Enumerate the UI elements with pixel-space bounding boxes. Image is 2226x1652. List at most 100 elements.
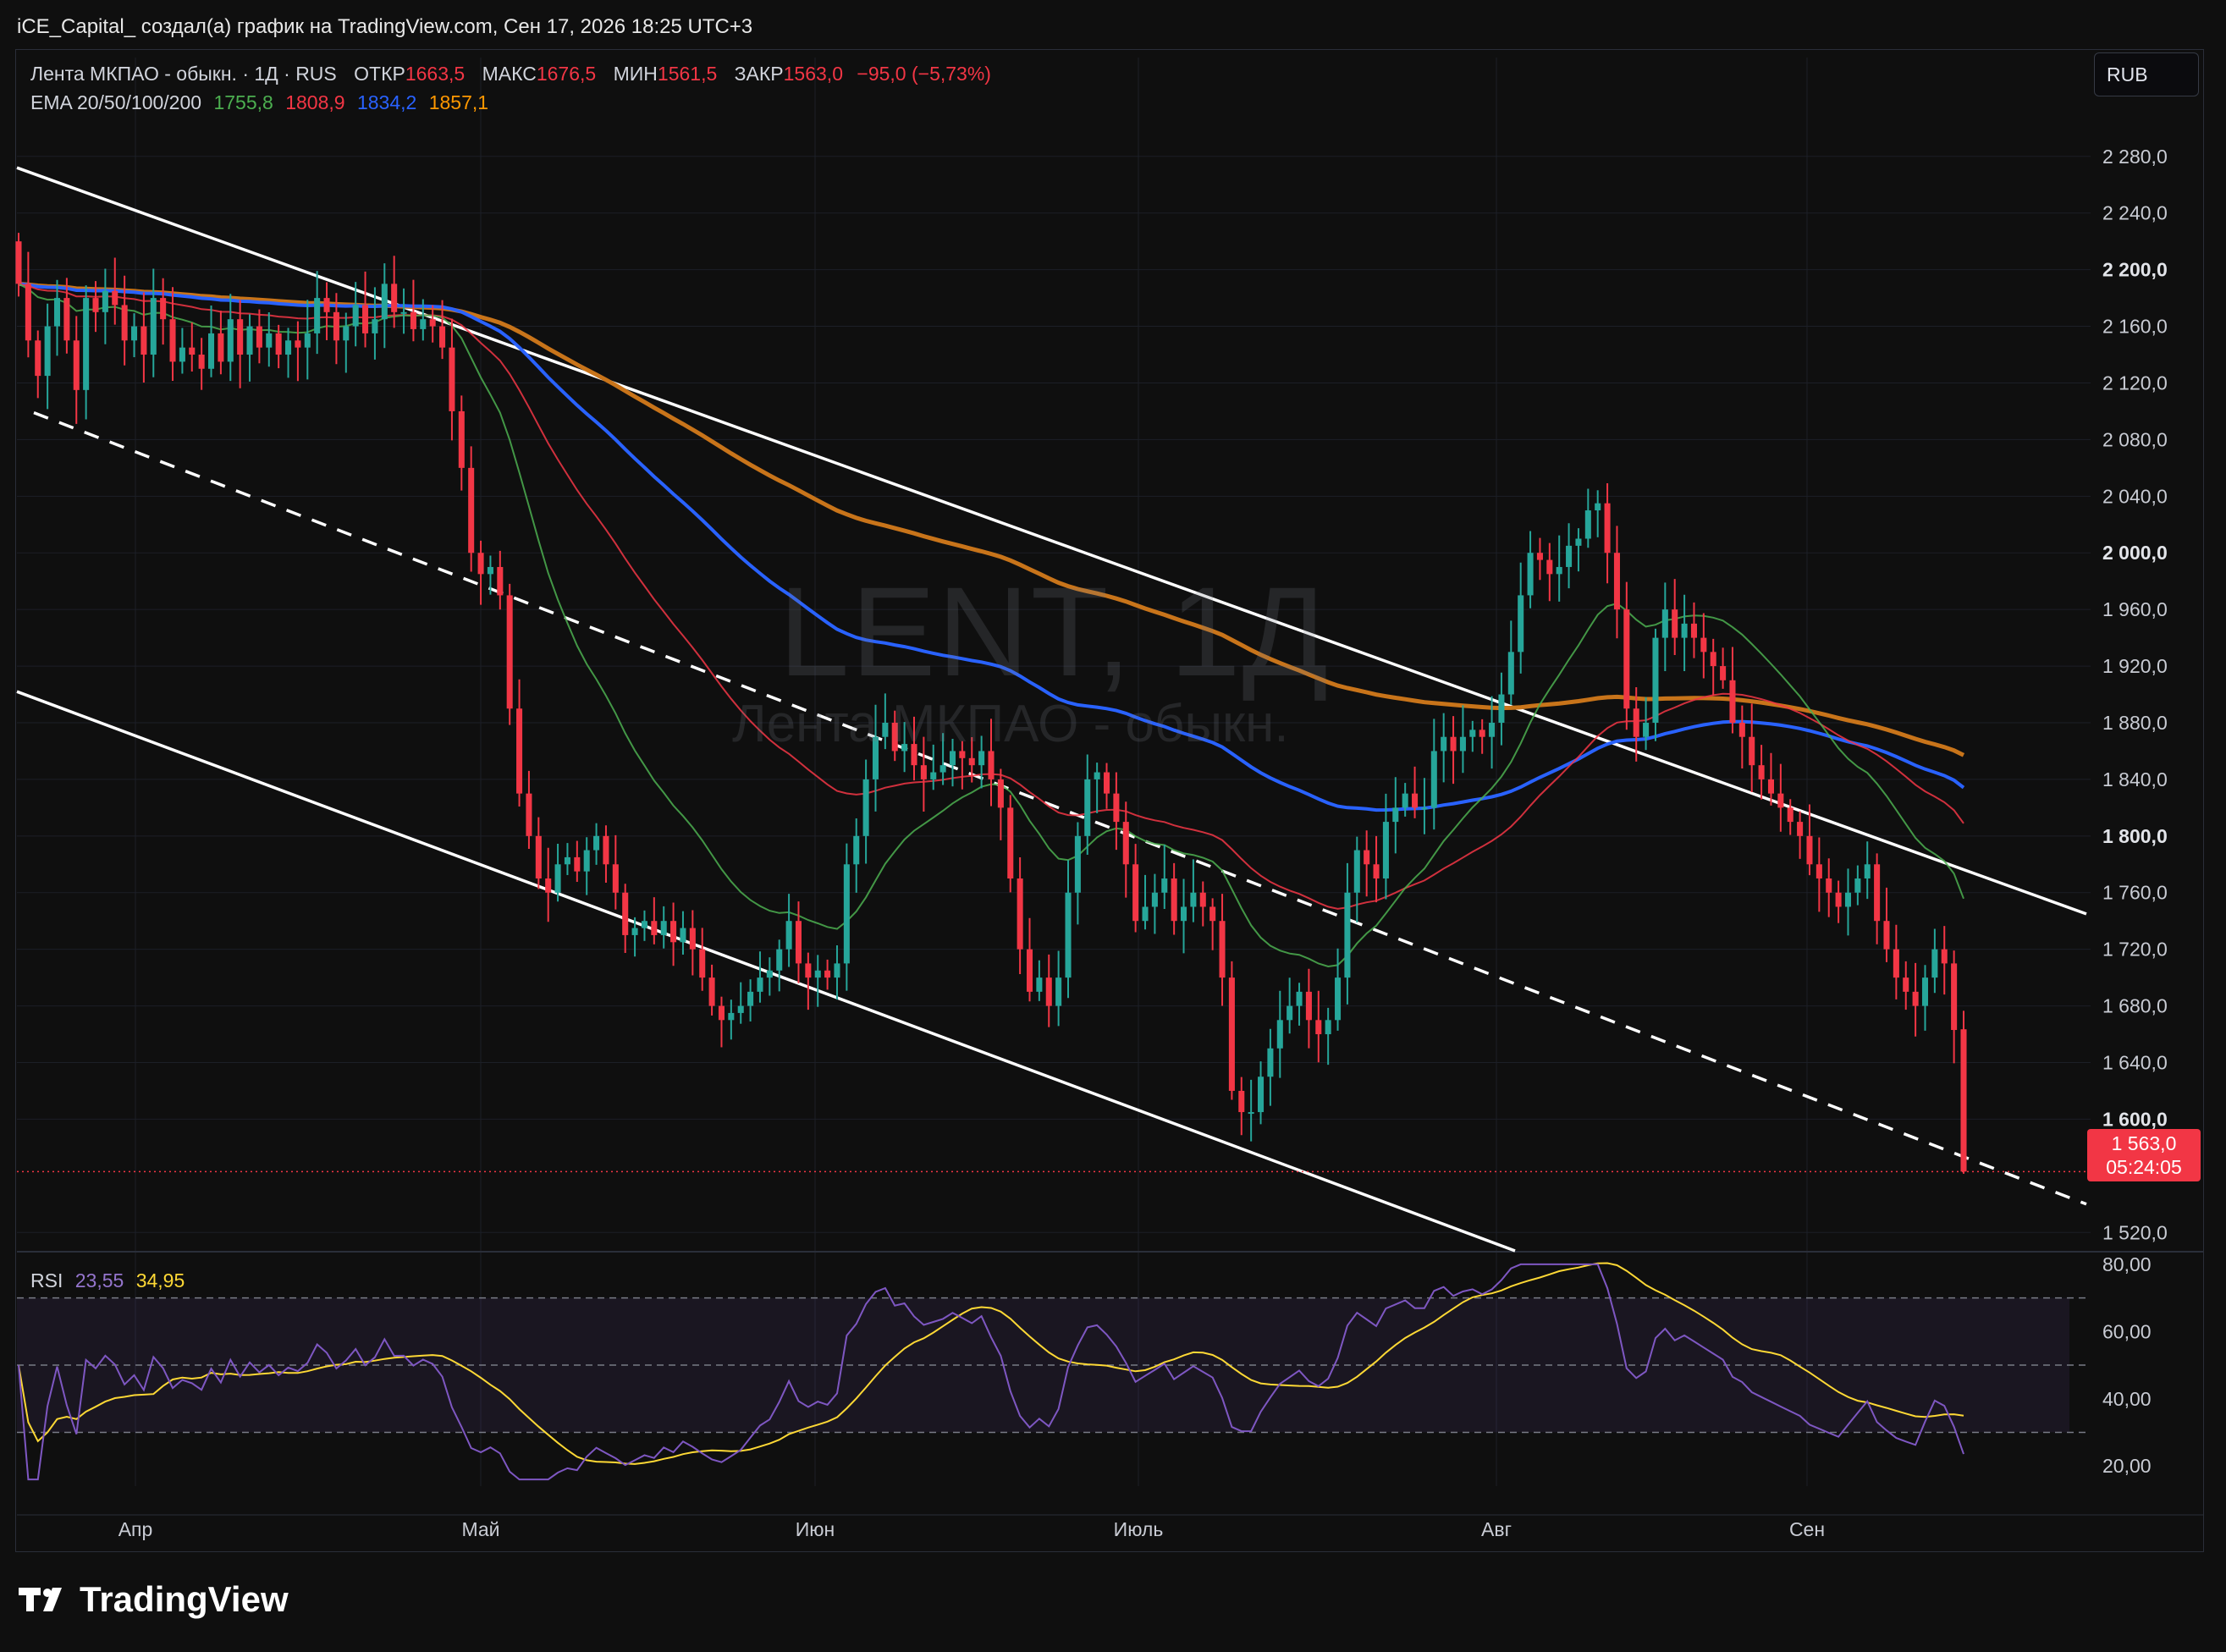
candle-body [795, 921, 802, 964]
candle-body [834, 963, 840, 978]
candle-body [978, 751, 985, 766]
candle-body [1267, 1048, 1274, 1077]
rsi-lines [18, 1262, 1964, 1481]
rsi-ma-line [18, 1262, 1964, 1465]
candle-body [1854, 878, 1861, 893]
candle-body [699, 949, 706, 978]
candle-body [1373, 864, 1380, 879]
candle-body [285, 340, 292, 355]
candle-body [333, 311, 339, 341]
symbol-title[interactable]: Лента МКПАО - обыкн. · 1Д · RUS [30, 63, 337, 85]
candle-body [1633, 708, 1639, 737]
candle-body [891, 722, 898, 752]
candle-body [1122, 822, 1129, 865]
price-tick-label: 1 520,0 [2102, 1221, 2168, 1243]
candle-body [1690, 623, 1697, 638]
candle-body [1441, 736, 1447, 752]
ema-legend[interactable]: EMA 20/50/100/200 1755,8 1808,9 1834,2 1… [30, 91, 488, 114]
candle-body [824, 970, 831, 978]
candle-body [968, 757, 975, 766]
candle-body [246, 326, 253, 355]
candle-body [304, 333, 311, 348]
ema100-line [18, 282, 1965, 812]
candle-body [737, 1005, 744, 1013]
high-value: 1676,5 [536, 63, 597, 85]
candle-body [593, 835, 600, 851]
price-tick-label: 1 920,0 [2102, 655, 2168, 677]
ema20-value: 1755,8 [213, 91, 273, 113]
candle-body [1595, 503, 1601, 511]
candle-body [112, 290, 118, 306]
candle-body [477, 553, 484, 575]
chart-attribution: iCE_Capital_ создал(а) график на Trading… [17, 15, 753, 38]
rsi-legend[interactable]: RSI 23,55 34,95 [30, 1269, 185, 1292]
rsi-value: 23,55 [74, 1269, 124, 1291]
candle-body [372, 319, 378, 333]
price-tick-label: 2 240,0 [2102, 202, 2168, 224]
candle-body [805, 963, 812, 978]
candle-body [323, 298, 330, 312]
rsi-label[interactable]: RSI [30, 1269, 63, 1291]
candle-body [853, 835, 860, 865]
tradingview-logo-icon [19, 1588, 62, 1611]
candle-body [218, 333, 224, 362]
candle-body [1382, 822, 1389, 879]
candle-body [1045, 977, 1052, 1006]
candle-body [564, 856, 570, 865]
candle-body [872, 736, 879, 779]
candle-body [1874, 864, 1881, 922]
candle-body [53, 298, 61, 327]
candle-body [420, 319, 427, 329]
candle-body [1151, 892, 1158, 907]
candle-body [1315, 1020, 1322, 1035]
price-tick-label: 1 760,0 [2102, 882, 2168, 904]
candle-body [1864, 864, 1871, 879]
candle-body [189, 347, 196, 355]
candle-body [1672, 609, 1678, 638]
ohlc-legend[interactable]: Лента МКПАО - обыкн. · 1Д · RUS ОТКР1663… [30, 63, 991, 85]
candle-body [1777, 793, 1784, 808]
open-value: 1663,5 [405, 63, 466, 85]
bar-countdown: 05:24:05 [2106, 1156, 2182, 1178]
candle-body [1941, 949, 1948, 964]
price-channel [16, 166, 2087, 1253]
candle-body [102, 290, 108, 312]
candle-body [843, 864, 850, 964]
candle-body [1017, 878, 1023, 950]
candle-body [497, 566, 504, 596]
price-tick-label: 1 600,0 [2102, 1108, 2168, 1130]
candle-body [554, 864, 561, 893]
price-tick-label: 1 960,0 [2102, 598, 2168, 620]
rsi-background [17, 1297, 2091, 1434]
ema-label[interactable]: EMA 20/50/100/200 [30, 91, 202, 113]
candle-body [1199, 892, 1206, 907]
candle-body [1720, 666, 1727, 680]
candle-body [1296, 991, 1303, 1006]
candle-body [1248, 1112, 1254, 1115]
candle-body [747, 991, 754, 1006]
candle-body [1806, 835, 1813, 865]
time-tick-label: Апр [118, 1518, 153, 1540]
candle-body [1844, 892, 1852, 907]
candle-body [1661, 609, 1668, 638]
candle-body [882, 722, 889, 737]
candle-body [1469, 730, 1476, 737]
candle-body [400, 311, 407, 314]
candle-body [449, 347, 455, 411]
low-value: 1561,5 [657, 63, 718, 85]
close-label: ЗАКР [734, 63, 784, 85]
candle-body [1402, 793, 1408, 808]
candle-body [718, 1005, 725, 1021]
axes: 2 280,0 2 240,0 2 200,0 2 160,0 2 120,0 2 080… [118, 146, 2168, 1540]
currency-button[interactable]: RUB [2094, 52, 2199, 96]
candle-body [1344, 892, 1351, 978]
tradingview-logo[interactable]: TradingView [19, 1579, 289, 1620]
low-label: МИН [613, 63, 658, 85]
candle-body [1787, 807, 1793, 823]
candle-body [314, 298, 321, 333]
candle-body [1171, 878, 1177, 922]
candle-body [15, 241, 22, 284]
candle-body [949, 751, 956, 766]
change-value: −95,0 (−5,73%) [857, 63, 991, 85]
